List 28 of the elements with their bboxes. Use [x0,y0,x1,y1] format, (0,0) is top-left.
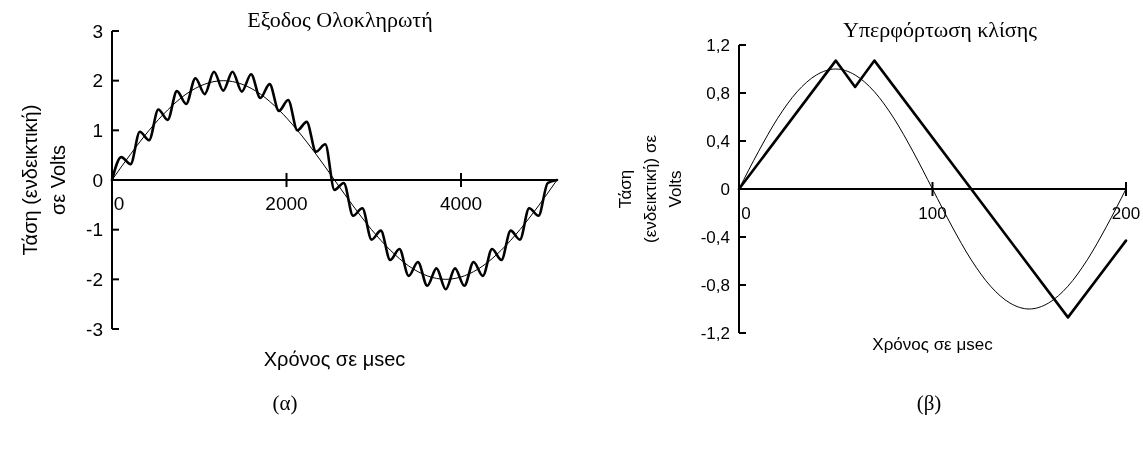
chart-title: Υπερφόρτωση κλίσης [843,17,1038,42]
x-tick-label: 100 [918,204,947,223]
y-tick-label: -0,4 [700,227,730,247]
y-tick-label: 1,2 [706,35,730,55]
x-axis-title: Χρόνος σε μsec [872,335,994,354]
x-axis-title: Χρόνος σε μsec [263,348,406,370]
y-axis-title: Τάση (ενδεικτική) σε Volts [615,134,685,243]
y-tick-label: 3 [92,20,103,42]
y-tick-label: -2 [86,268,103,290]
x-tick-label: 4000 [439,193,483,214]
text: (β) [916,391,942,415]
y-tick-label: 1 [92,119,103,141]
x-tick-label: 2000 [265,193,308,214]
x-tick-label: 0 [113,193,125,214]
y-tick-label: 0,4 [706,131,730,151]
y-tick-label: 0 [92,169,103,191]
text: (α) [272,391,298,415]
y-tick-label: 0 [720,179,730,199]
y-tick-label: -1 [86,219,103,241]
x-tick-label: 200 [1111,204,1141,223]
y-axis-title: Τάση (ενδεικτική) σε Volts [19,104,69,256]
y-tick-label: -0,8 [700,275,730,295]
x-tick-label: 0 [741,204,751,223]
y-tick-label: -1,2 [700,323,730,343]
chart-title: Εξοδος Ολοκληρωτή [247,7,433,32]
y-tick-label: -3 [86,318,103,340]
y-tick-label: 2 [92,70,103,92]
y-tick-label: 0,8 [706,83,730,103]
